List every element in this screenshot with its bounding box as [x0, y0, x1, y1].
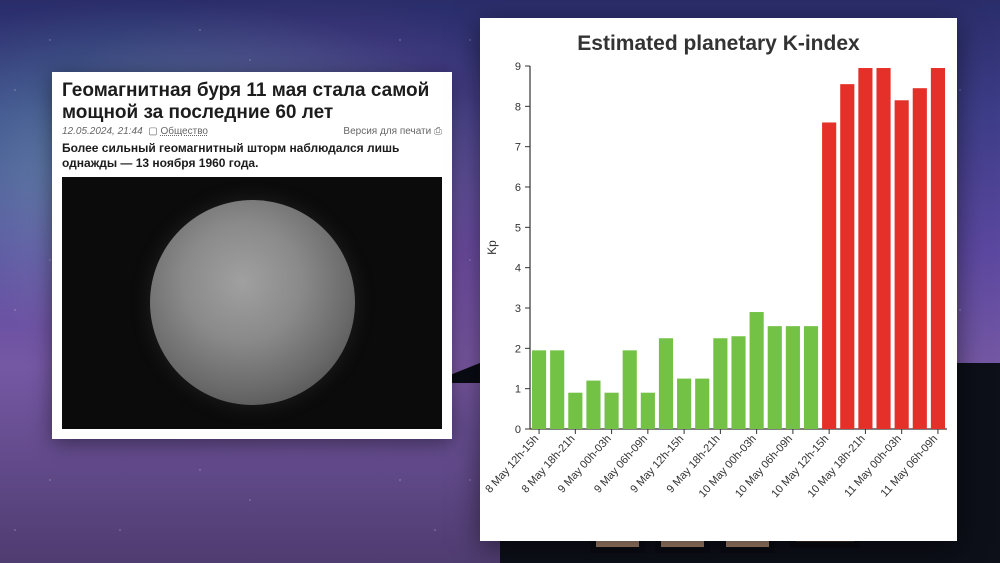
article-meta-row: 12.05.2024, 21:44 ▢ Общество Версия для … — [62, 126, 442, 137]
comment-icon: ▢ — [148, 126, 157, 137]
kp-bar — [840, 84, 854, 429]
kp-bar — [623, 350, 637, 429]
kp-bar — [876, 68, 890, 429]
kp-bar — [605, 393, 619, 429]
svg-text:3: 3 — [515, 303, 521, 315]
kp-bar — [677, 379, 691, 429]
kp-bar — [822, 122, 836, 429]
svg-text:0: 0 — [515, 424, 521, 436]
kp-bar — [695, 379, 709, 429]
kp-bar — [895, 100, 909, 429]
kp-bar — [713, 338, 727, 429]
article-headline: Геомагнитная буря 11 мая стала самой мощ… — [62, 80, 442, 124]
kp-bar — [659, 338, 673, 429]
kp-bar — [750, 312, 764, 429]
svg-text:2: 2 — [515, 343, 521, 355]
svg-text:Kp: Kp — [485, 240, 499, 255]
kp-bar — [931, 68, 945, 429]
svg-text:6: 6 — [515, 182, 521, 194]
article-meta-left: 12.05.2024, 21:44 ▢ Общество — [62, 126, 208, 137]
kp-bar — [550, 350, 564, 429]
kp-bar — [731, 336, 745, 429]
svg-text:9: 9 — [515, 61, 521, 73]
svg-text:1: 1 — [515, 384, 521, 396]
print-link[interactable]: Версия для печати — [343, 126, 442, 137]
kp-bar — [641, 393, 655, 429]
kp-bar-chart: 0123456789Kp8 May 12h-15h8 May 18h-21h9 … — [480, 56, 957, 541]
kp-bar — [786, 326, 800, 429]
kp-bar — [913, 88, 927, 429]
kp-chart-card: Estimated planetary K-index 0 1 2 3 4 5 6 7 8 9 Kp… — [480, 18, 957, 541]
svg-text:5: 5 — [515, 222, 521, 234]
kp-bar — [858, 68, 872, 429]
kp-bar — [804, 326, 818, 429]
article-date: 12.05.2024, 21:44 — [62, 126, 143, 137]
kp-bar — [568, 393, 582, 429]
article-lead: Более сильный геомагнитный шторм наблюда… — [62, 141, 442, 171]
svg-text:8: 8 — [515, 101, 521, 113]
news-article-card: Геомагнитная буря 11 мая стала самой мощ… — [52, 72, 452, 439]
kp-bar — [768, 326, 782, 429]
chart-title: Estimated planetary K-index — [480, 18, 957, 56]
article-image — [62, 177, 442, 429]
solar-disc-icon — [150, 200, 355, 405]
svg-text:7: 7 — [515, 142, 521, 154]
svg-text:4: 4 — [515, 263, 521, 275]
kp-bar — [532, 350, 546, 429]
kp-bar — [586, 381, 600, 429]
article-category-link[interactable]: Общество — [160, 126, 208, 137]
